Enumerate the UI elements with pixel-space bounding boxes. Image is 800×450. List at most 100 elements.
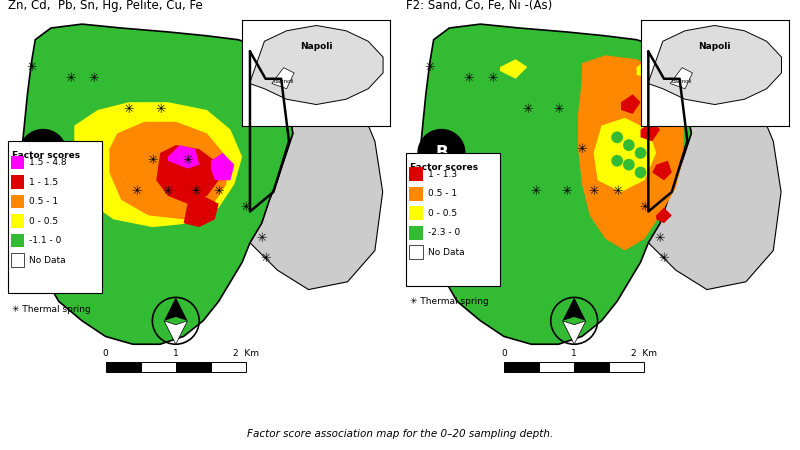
Polygon shape <box>156 145 218 204</box>
Polygon shape <box>562 321 586 344</box>
Text: 0.5 - 1: 0.5 - 1 <box>428 189 457 198</box>
Bar <box>409 187 422 201</box>
Text: Factor scores: Factor scores <box>12 151 80 160</box>
Bar <box>141 362 176 372</box>
Polygon shape <box>562 297 586 321</box>
Text: ✳: ✳ <box>65 72 76 85</box>
Text: -1.1 - 0: -1.1 - 0 <box>30 236 62 245</box>
Text: ✳: ✳ <box>561 185 572 198</box>
Text: ✳: ✳ <box>162 185 174 198</box>
Text: ✳: ✳ <box>241 201 251 214</box>
Text: ✳: ✳ <box>182 154 193 167</box>
Text: 1 - 1.3: 1 - 1.3 <box>428 170 457 179</box>
Bar <box>409 245 422 259</box>
Polygon shape <box>418 24 691 344</box>
Bar <box>8 141 102 293</box>
Circle shape <box>611 131 623 143</box>
Text: No Data: No Data <box>30 256 66 265</box>
Bar <box>10 253 24 267</box>
Text: ✳: ✳ <box>124 104 134 117</box>
Bar <box>106 362 141 372</box>
Circle shape <box>611 155 623 166</box>
Bar <box>10 175 24 189</box>
Text: ✳: ✳ <box>554 104 564 117</box>
Circle shape <box>20 130 66 176</box>
Bar <box>409 207 422 220</box>
Text: ✳: ✳ <box>639 201 650 214</box>
Circle shape <box>418 130 465 176</box>
Polygon shape <box>652 161 672 180</box>
Polygon shape <box>183 196 218 227</box>
Polygon shape <box>578 55 683 251</box>
Text: 1: 1 <box>173 349 178 358</box>
Polygon shape <box>637 59 660 79</box>
Polygon shape <box>621 94 641 114</box>
Text: ✳: ✳ <box>147 154 158 167</box>
Bar <box>406 153 500 286</box>
Polygon shape <box>164 321 187 344</box>
Polygon shape <box>250 28 382 290</box>
Text: 0 - 0.5: 0 - 0.5 <box>428 209 457 218</box>
Circle shape <box>634 147 646 159</box>
Bar <box>574 362 610 372</box>
Polygon shape <box>110 122 226 219</box>
Text: ✳: ✳ <box>190 185 201 198</box>
Text: 1: 1 <box>571 349 577 358</box>
Bar <box>10 214 24 228</box>
Text: ✳: ✳ <box>577 143 587 156</box>
Text: 1 - 1.5: 1 - 1.5 <box>30 178 58 187</box>
Polygon shape <box>641 122 660 141</box>
Text: ✳: ✳ <box>655 232 666 245</box>
Text: 0 - 0.5: 0 - 0.5 <box>30 217 58 226</box>
Bar <box>10 195 24 208</box>
Text: 0: 0 <box>501 349 506 358</box>
Circle shape <box>623 140 634 151</box>
Text: ✳ Thermal spring: ✳ Thermal spring <box>12 305 90 314</box>
Bar <box>211 362 246 372</box>
Bar <box>539 362 574 372</box>
Text: 0.5 - 1: 0.5 - 1 <box>30 197 58 206</box>
Text: ✳: ✳ <box>522 104 533 117</box>
Bar <box>10 234 24 248</box>
Text: ✳: ✳ <box>463 72 474 85</box>
Text: 2  Km: 2 Km <box>233 349 259 358</box>
Polygon shape <box>500 59 527 79</box>
Text: ✳: ✳ <box>425 61 435 73</box>
Text: Zn, Cd,  Pb, Sn, Hg, Pelite, Cu, Fe: Zn, Cd, Pb, Sn, Hg, Pelite, Cu, Fe <box>8 0 202 13</box>
Text: ✳: ✳ <box>155 104 166 117</box>
Text: B: B <box>435 144 448 162</box>
Text: -2.3 - 0: -2.3 - 0 <box>428 229 460 238</box>
Text: ✳: ✳ <box>131 185 142 198</box>
Text: ✳: ✳ <box>26 61 37 73</box>
Text: Factor scores: Factor scores <box>410 163 478 172</box>
Text: ✳: ✳ <box>530 185 540 198</box>
Bar <box>409 167 422 181</box>
Bar <box>10 156 24 169</box>
Text: ✳: ✳ <box>214 185 224 198</box>
Text: A: A <box>37 144 50 162</box>
Text: ✳: ✳ <box>89 72 99 85</box>
Polygon shape <box>168 145 199 169</box>
Polygon shape <box>656 207 672 223</box>
Circle shape <box>623 159 634 171</box>
Text: 1.5 - 4.8: 1.5 - 4.8 <box>30 158 67 167</box>
Text: ✳: ✳ <box>612 185 622 198</box>
Text: 2  Km: 2 Km <box>631 349 658 358</box>
Text: Factor score association map for the 0–20 sampling depth.: Factor score association map for the 0–2… <box>247 429 553 439</box>
Bar <box>504 362 539 372</box>
Text: ✳: ✳ <box>589 185 599 198</box>
Bar <box>610 362 645 372</box>
Circle shape <box>634 166 646 178</box>
Text: 0: 0 <box>102 349 108 358</box>
Bar <box>176 362 211 372</box>
Polygon shape <box>648 28 781 290</box>
Text: ✳: ✳ <box>487 72 498 85</box>
Polygon shape <box>645 71 660 86</box>
Text: ✳: ✳ <box>260 252 271 265</box>
Polygon shape <box>74 102 242 227</box>
Text: ✳ Thermal spring: ✳ Thermal spring <box>410 297 489 306</box>
Bar <box>409 226 422 239</box>
Polygon shape <box>20 24 293 344</box>
Text: ✳: ✳ <box>658 252 670 265</box>
Polygon shape <box>211 153 234 180</box>
